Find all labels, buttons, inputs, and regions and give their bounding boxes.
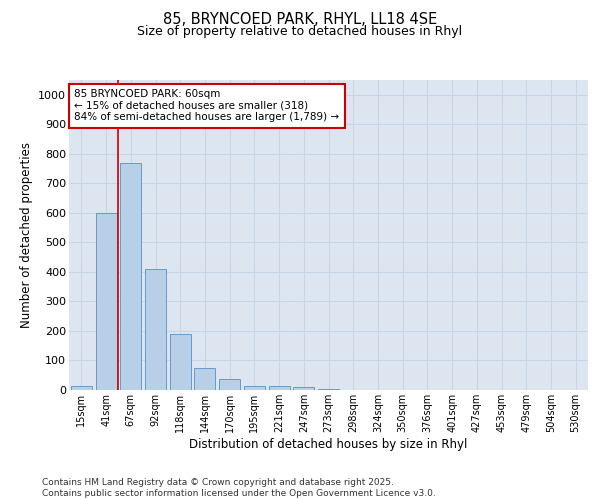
Y-axis label: Number of detached properties: Number of detached properties (20, 142, 32, 328)
Bar (244, 386, 265, 390)
X-axis label: Distribution of detached houses by size in Rhyl: Distribution of detached houses by size … (190, 438, 467, 450)
Bar (95, 213, 116, 390)
Bar (293, 387, 314, 390)
Bar (71, 386, 92, 390)
Bar (219, 379, 240, 390)
Text: Size of property relative to detached houses in Rhyl: Size of property relative to detached ho… (137, 25, 463, 38)
Bar (170, 334, 191, 390)
Bar (145, 269, 166, 390)
Text: 85 BRYNCOED PARK: 60sqm
← 15% of detached houses are smaller (318)
84% of semi-d: 85 BRYNCOED PARK: 60sqm ← 15% of detache… (74, 90, 340, 122)
Bar (318, 388, 339, 390)
Text: 85, BRYNCOED PARK, RHYL, LL18 4SE: 85, BRYNCOED PARK, RHYL, LL18 4SE (163, 12, 437, 28)
Bar (120, 163, 141, 390)
Bar (194, 368, 215, 390)
Text: Contains HM Land Registry data © Crown copyright and database right 2025.
Contai: Contains HM Land Registry data © Crown c… (42, 478, 436, 498)
Bar (269, 386, 290, 390)
